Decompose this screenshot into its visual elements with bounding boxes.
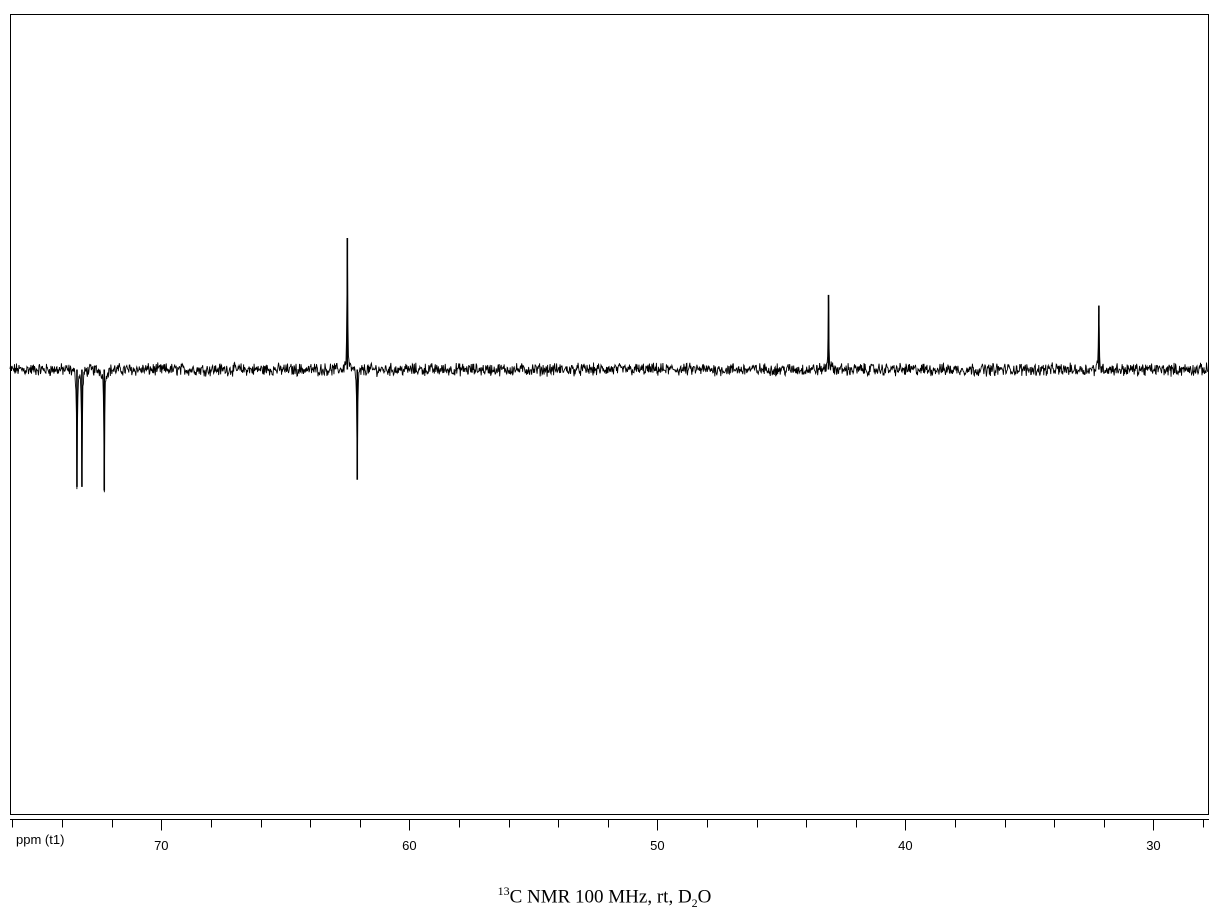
tick-label: 60	[402, 838, 416, 853]
spectrum-caption: 13C NMR 100 MHz, rt, D2O	[0, 884, 1209, 911]
tick-label: 70	[154, 838, 168, 853]
tick-label: 40	[898, 838, 912, 853]
caption-main: C NMR 100 MHz, rt, D	[509, 886, 692, 908]
caption-isotope: 13	[497, 884, 510, 898]
plot-frame	[10, 14, 1209, 815]
caption-subscript: 2	[691, 896, 698, 911]
tick-label: 30	[1146, 838, 1160, 853]
x-axis: 70 60 50 40 30	[10, 819, 1209, 853]
spectrum-trace	[9, 246, 1209, 493]
x-axis-label: ppm (t1)	[16, 832, 64, 847]
caption-tail: O	[697, 886, 712, 908]
spectrum-layer	[9, 238, 1209, 493]
tick-label: 50	[650, 838, 664, 853]
